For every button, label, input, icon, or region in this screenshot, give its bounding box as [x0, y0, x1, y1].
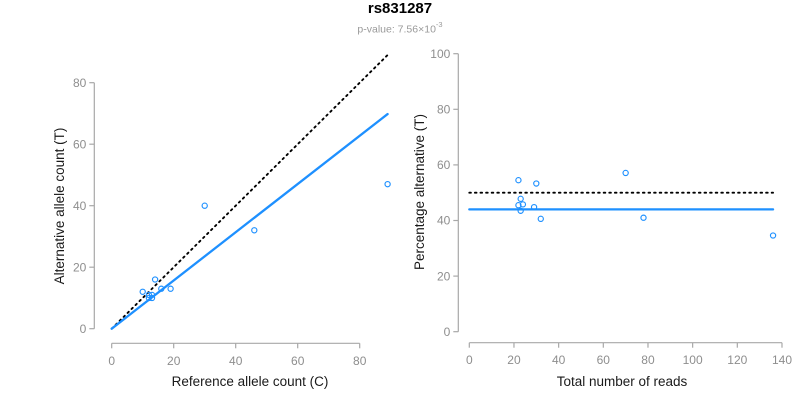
x-tick-label: 60	[597, 353, 611, 367]
y-axis-title: Percentage alternative (T)	[412, 114, 427, 270]
x-axis-title: Total number of reads	[557, 374, 688, 389]
data-point	[139, 288, 146, 295]
x-tick-label: 20	[167, 354, 181, 368]
data-point	[517, 207, 524, 214]
y-tick-label: 0	[444, 325, 451, 339]
data-point	[517, 195, 524, 202]
x-tick-label: 60	[291, 354, 305, 368]
x-tick-label: 40	[552, 353, 566, 367]
data-point	[622, 169, 629, 177]
x-tick-label: 0	[108, 354, 115, 368]
data-point	[537, 215, 544, 223]
data-point	[515, 202, 522, 209]
data-point	[251, 227, 258, 234]
y-tick-label: 80	[437, 103, 451, 117]
y-tick-label: 0	[80, 322, 87, 336]
fit-line	[110, 112, 389, 330]
x-tick-label: 80	[641, 353, 655, 367]
pvalue-text: p-value: 7.56×10	[357, 23, 436, 36]
data-point	[148, 291, 156, 299]
x-tick-label: 40	[229, 354, 243, 368]
data-point	[151, 276, 159, 283]
x-tick-label: 100	[683, 353, 703, 367]
y-tick-label: 40	[73, 199, 87, 213]
data-point	[769, 232, 777, 239]
y-tick-label: 40	[437, 214, 451, 228]
x-tick-label: 120	[727, 353, 747, 367]
data-point	[533, 180, 540, 187]
data-point	[201, 202, 208, 209]
data-point	[148, 294, 156, 302]
y-tick-label: 100	[430, 47, 450, 61]
data-point	[530, 203, 538, 211]
x-tick-label: 140	[772, 353, 792, 367]
identity-line	[110, 54, 389, 330]
pvalue-exponent: -3	[435, 20, 443, 29]
data-point	[640, 214, 647, 221]
x-tick-label: 20	[507, 353, 521, 367]
x-axis-title: Reference allele count (C)	[172, 374, 329, 389]
data-point	[167, 285, 174, 292]
data-point	[158, 285, 165, 292]
y-tick-label: 60	[73, 137, 87, 151]
pvalue-subtitle: p-value: 7.56×10-3	[0, 20, 800, 36]
page-title: rs831287	[367, 0, 433, 17]
y-axis-title: Alternative allele count (T)	[52, 128, 67, 285]
y-tick-label: 20	[437, 269, 451, 283]
x-tick-label: 0	[466, 353, 473, 367]
figure-header: rs831287 p-value: 7.56×10-3	[0, 0, 800, 36]
x-tick-label: 80	[353, 354, 367, 368]
data-point	[384, 180, 391, 188]
y-tick-label: 20	[73, 260, 87, 274]
y-tick-label: 80	[73, 76, 87, 90]
data-point	[519, 201, 527, 208]
data-point	[515, 177, 522, 184]
y-tick-label: 60	[437, 158, 451, 172]
